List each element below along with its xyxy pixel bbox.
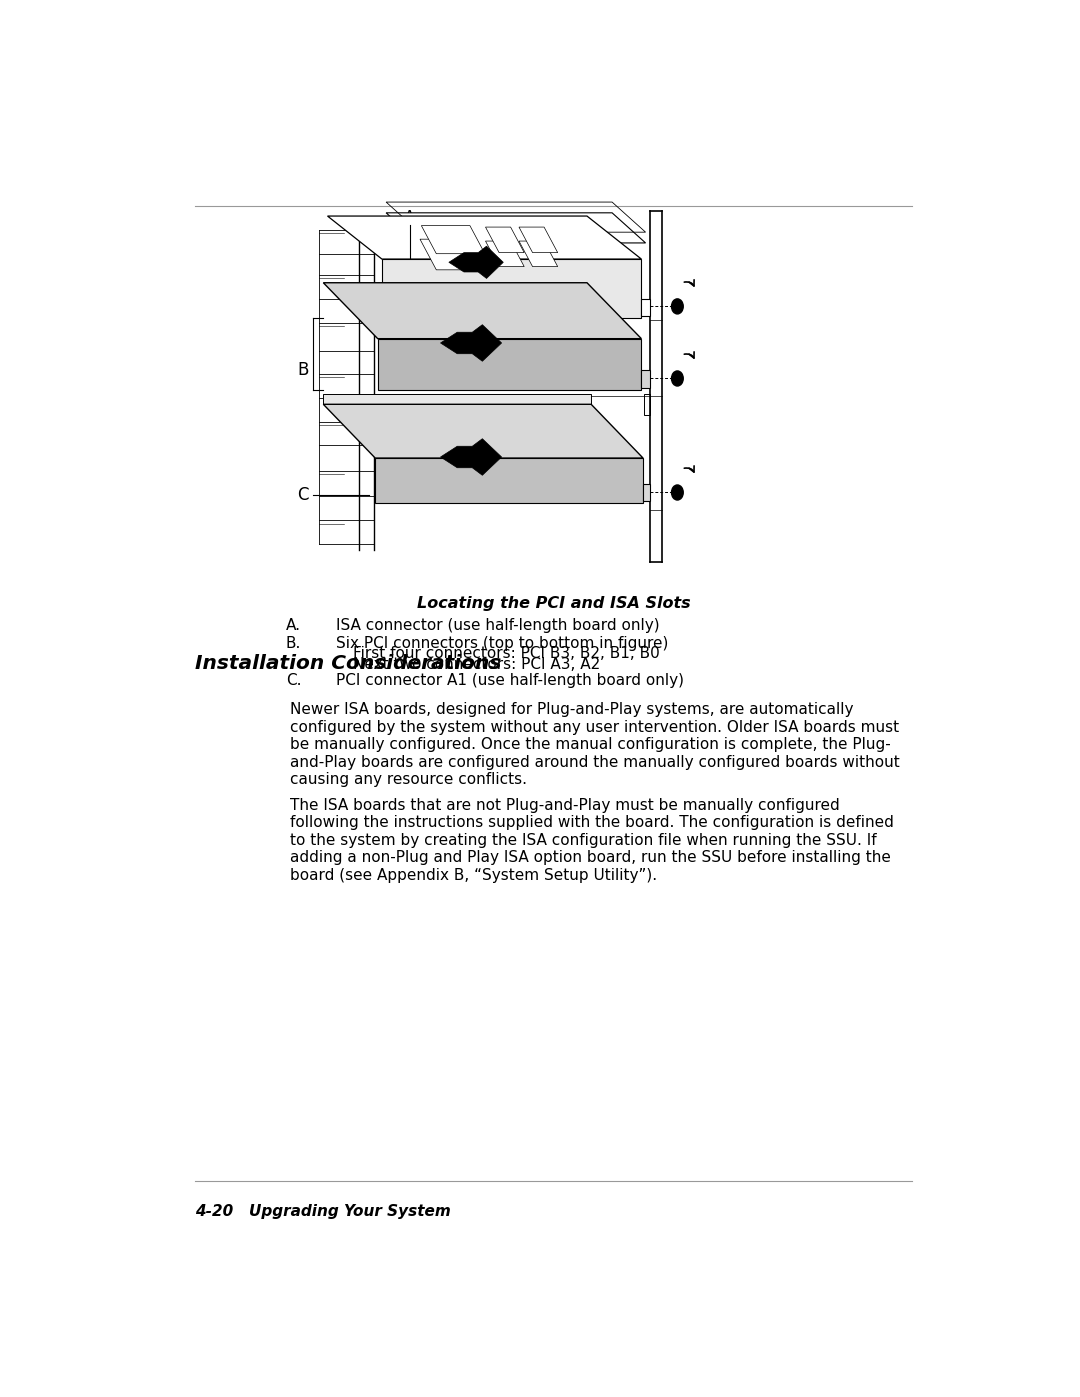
Polygon shape [519,242,557,267]
Polygon shape [642,299,650,316]
Polygon shape [421,225,485,254]
Polygon shape [323,404,643,458]
Circle shape [672,372,684,386]
Polygon shape [382,258,642,319]
Text: C: C [298,486,309,504]
Text: be manually configured. Once the manual configuration is complete, the Plug-: be manually configured. Once the manual … [289,738,891,752]
Polygon shape [378,338,642,390]
Text: ISA connector (use half-length board only): ISA connector (use half-length board onl… [336,619,660,633]
Polygon shape [441,439,501,475]
Text: Next two connectors: PCI A3, A2: Next two connectors: PCI A3, A2 [352,657,599,672]
Circle shape [672,485,684,500]
Text: PCI connector A1 (use half-length board only): PCI connector A1 (use half-length board … [336,673,684,689]
Text: Newer ISA boards, designed for Plug-and-Play systems, are automatically: Newer ISA boards, designed for Plug-and-… [289,703,853,717]
Polygon shape [486,242,524,267]
Polygon shape [387,212,646,243]
Text: board (see Appendix B, “System Setup Utility”).: board (see Appendix B, “System Setup Uti… [289,868,657,883]
Polygon shape [375,458,643,503]
Text: to the system by creating the ISA configuration file when running the SSU. If: to the system by creating the ISA config… [289,833,877,848]
Polygon shape [420,239,485,270]
Polygon shape [449,246,503,278]
Text: Installation Considerations: Installation Considerations [195,654,501,673]
Text: The ISA boards that are not Plug-and-Play must be manually configured: The ISA boards that are not Plug-and-Pla… [289,798,839,813]
Text: A.: A. [285,619,300,633]
Polygon shape [486,228,524,253]
Text: and-Play boards are configured around the manually configured boards without: and-Play boards are configured around th… [289,754,900,770]
Text: B: B [298,360,309,379]
Polygon shape [643,483,650,502]
Polygon shape [323,282,642,338]
Text: A: A [404,210,415,228]
Text: 4-20   Upgrading Your System: 4-20 Upgrading Your System [195,1204,451,1218]
Text: following the instructions supplied with the board. The configuration is defined: following the instructions supplied with… [289,816,894,830]
Text: Locating the PCI and ISA Slots: Locating the PCI and ISA Slots [417,595,690,610]
Polygon shape [519,228,557,253]
Text: First four connectors: PCI B3, B2, B1, B0: First four connectors: PCI B3, B2, B1, B… [352,647,660,661]
Text: B.: B. [285,636,301,651]
Polygon shape [323,394,591,404]
Text: configured by the system without any user intervention. Older ISA boards must: configured by the system without any use… [289,719,899,735]
Text: Six PCI connectors (top to bottom in figure): Six PCI connectors (top to bottom in fig… [336,636,669,651]
Text: C.: C. [285,673,301,689]
Polygon shape [327,217,642,258]
Circle shape [672,299,684,314]
Text: causing any resource conflicts.: causing any resource conflicts. [289,773,527,787]
Polygon shape [642,370,650,388]
Polygon shape [441,324,501,362]
Text: adding a non-Plug and Play ISA option board, run the SSU before installing the: adding a non-Plug and Play ISA option bo… [289,851,891,865]
